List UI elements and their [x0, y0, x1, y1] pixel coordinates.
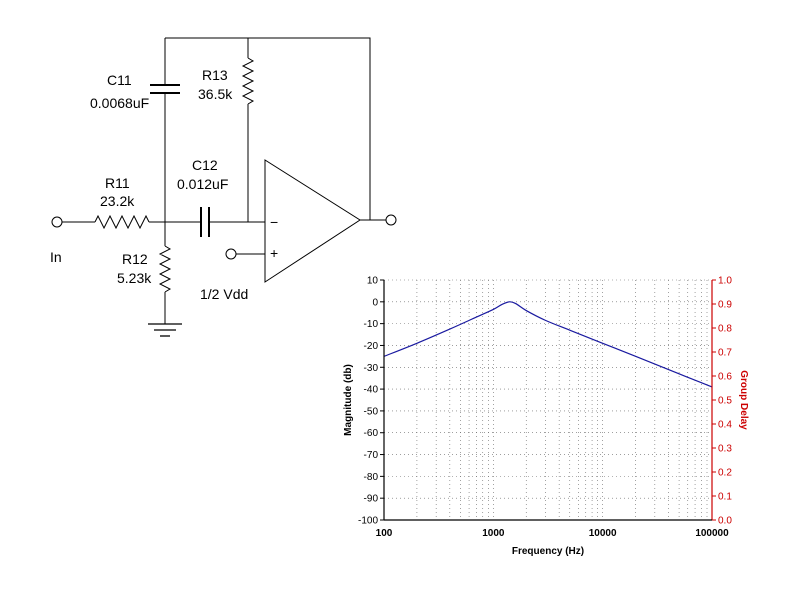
y2-tick-label: 0.9 — [718, 300, 732, 311]
y-tick-label: -80 — [364, 472, 379, 483]
output-terminal — [385, 214, 397, 226]
r11-resistor — [94, 214, 150, 230]
frequency-response-chart: 100-10-20-30-40-50-60-70-80-90-100 1.00.… — [343, 276, 749, 558]
y-tick-label: 0 — [372, 297, 378, 308]
y-tick-label: -60 — [364, 428, 379, 439]
y2-tick-label: 0.6 — [718, 372, 732, 383]
feedback-wire — [165, 37, 371, 220]
plot-area — [384, 280, 712, 520]
r12-value: 5.23k — [117, 270, 152, 286]
x-tick-label: 10000 — [589, 528, 617, 539]
y-tick-label: -40 — [364, 385, 379, 396]
y2-tick-label: 0.2 — [718, 468, 732, 479]
magnitude-series-line — [383, 301, 713, 388]
r13-value: 36.5k — [198, 86, 233, 102]
x-tick-label: 100000 — [695, 528, 729, 539]
c12-name: C12 — [192, 157, 218, 173]
y-tick-labels: 10 0 -10 -20 -30 -40 -50 -60 -70 -80 -90 -100 — [358, 276, 384, 527]
x-axis-title: Frequency (Hz) — [512, 546, 584, 557]
r13-resistor — [241, 57, 255, 105]
y2-tick-label: 0.8 — [718, 324, 732, 335]
ref-label: 1/2 Vdd — [200, 286, 248, 302]
y2-tick-label: 0.5 — [718, 396, 732, 407]
y2-tick-label: 1.0 — [718, 276, 732, 287]
y2-tick-label: 0.7 — [718, 348, 732, 359]
c11-value: 0.0068uF — [90, 95, 149, 111]
y2-axis-title: Group Delay — [738, 370, 749, 430]
x-tick-labels: 100 1000 10000 100000 — [376, 528, 729, 539]
grid — [383, 279, 712, 521]
y2-tick-label: 0.1 — [718, 492, 732, 503]
opamp-minus-sign: − — [270, 214, 278, 230]
schematic: − + C11 0.0068uF R13 36.5k C12 0.012uF R… — [50, 37, 397, 337]
y2-tick-labels: 1.0 0.9 0.8 0.7 0.6 0.5 0.4 0.3 0.2 0.1 0.0 — [712, 276, 732, 527]
y-tick-label: -10 — [364, 319, 379, 330]
y-tick-label: 10 — [367, 276, 379, 287]
y-tick-label: -100 — [358, 516, 378, 527]
ref-terminal — [225, 248, 237, 260]
opamp-plus-sign: + — [270, 245, 278, 261]
y-tick-label: -50 — [364, 406, 379, 417]
opamp-triangle — [264, 159, 361, 283]
y-tick-label: -70 — [364, 450, 379, 461]
x-tick-label: 100 — [376, 528, 393, 539]
y2-tick-label: 0.0 — [718, 516, 732, 527]
r13-name: R13 — [202, 67, 228, 83]
ground-symbol — [148, 323, 182, 337]
r12-name: R12 — [122, 251, 148, 267]
r12-resistor — [158, 245, 172, 293]
y-axis-title: Magnitude (db) — [343, 364, 354, 436]
r11-value: 23.2k — [100, 193, 135, 209]
y2-tick-label: 0.3 — [718, 444, 732, 455]
y-tick-label: -90 — [364, 494, 379, 505]
c11-name: C11 — [107, 72, 132, 88]
x-tick-label: 1000 — [482, 528, 505, 539]
input-terminal — [51, 216, 63, 228]
input-label: In — [50, 249, 62, 265]
y2-tick-label: 0.4 — [718, 420, 732, 431]
r11-name: R11 — [105, 175, 130, 191]
y-tick-label: -30 — [364, 363, 379, 374]
c12-value: 0.012uF — [177, 176, 228, 192]
y-tick-label: -20 — [364, 341, 379, 352]
